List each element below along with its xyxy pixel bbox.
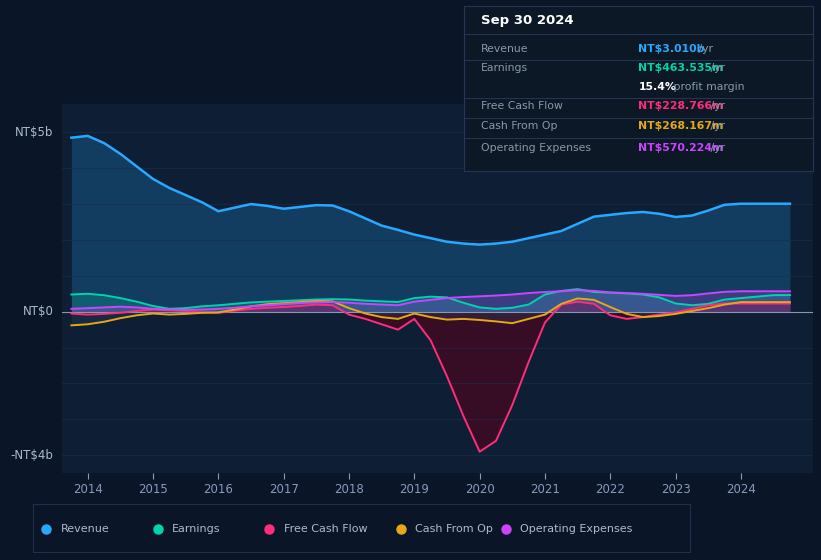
Text: NT$463.535m: NT$463.535m (639, 63, 723, 73)
Text: /yr: /yr (708, 121, 726, 131)
Text: Operating Expenses: Operating Expenses (481, 143, 591, 153)
Text: Cash From Op: Cash From Op (481, 121, 557, 131)
Text: Free Cash Flow: Free Cash Flow (481, 101, 563, 111)
Text: NT$228.766m: NT$228.766m (639, 101, 723, 111)
Text: /yr: /yr (708, 143, 726, 153)
Text: NT$3.010b: NT$3.010b (639, 44, 704, 54)
Text: NT$268.167m: NT$268.167m (639, 121, 723, 131)
Text: Sep 30 2024: Sep 30 2024 (481, 14, 574, 27)
Text: Free Cash Flow: Free Cash Flow (284, 524, 367, 534)
Text: Cash From Op: Cash From Op (415, 524, 493, 534)
Text: profit margin: profit margin (670, 82, 744, 91)
Text: /yr: /yr (695, 44, 713, 54)
Text: -NT$4b: -NT$4b (11, 449, 53, 462)
Text: Revenue: Revenue (61, 524, 109, 534)
Text: Revenue: Revenue (481, 44, 529, 54)
Text: NT$0: NT$0 (22, 305, 53, 318)
Text: 15.4%: 15.4% (639, 82, 677, 91)
Text: Earnings: Earnings (172, 524, 221, 534)
Text: NT$570.224m: NT$570.224m (639, 143, 723, 153)
Text: Operating Expenses: Operating Expenses (521, 524, 632, 534)
Text: /yr: /yr (708, 63, 726, 73)
Text: /yr: /yr (708, 101, 726, 111)
Text: Earnings: Earnings (481, 63, 529, 73)
Text: NT$5b: NT$5b (15, 126, 53, 139)
